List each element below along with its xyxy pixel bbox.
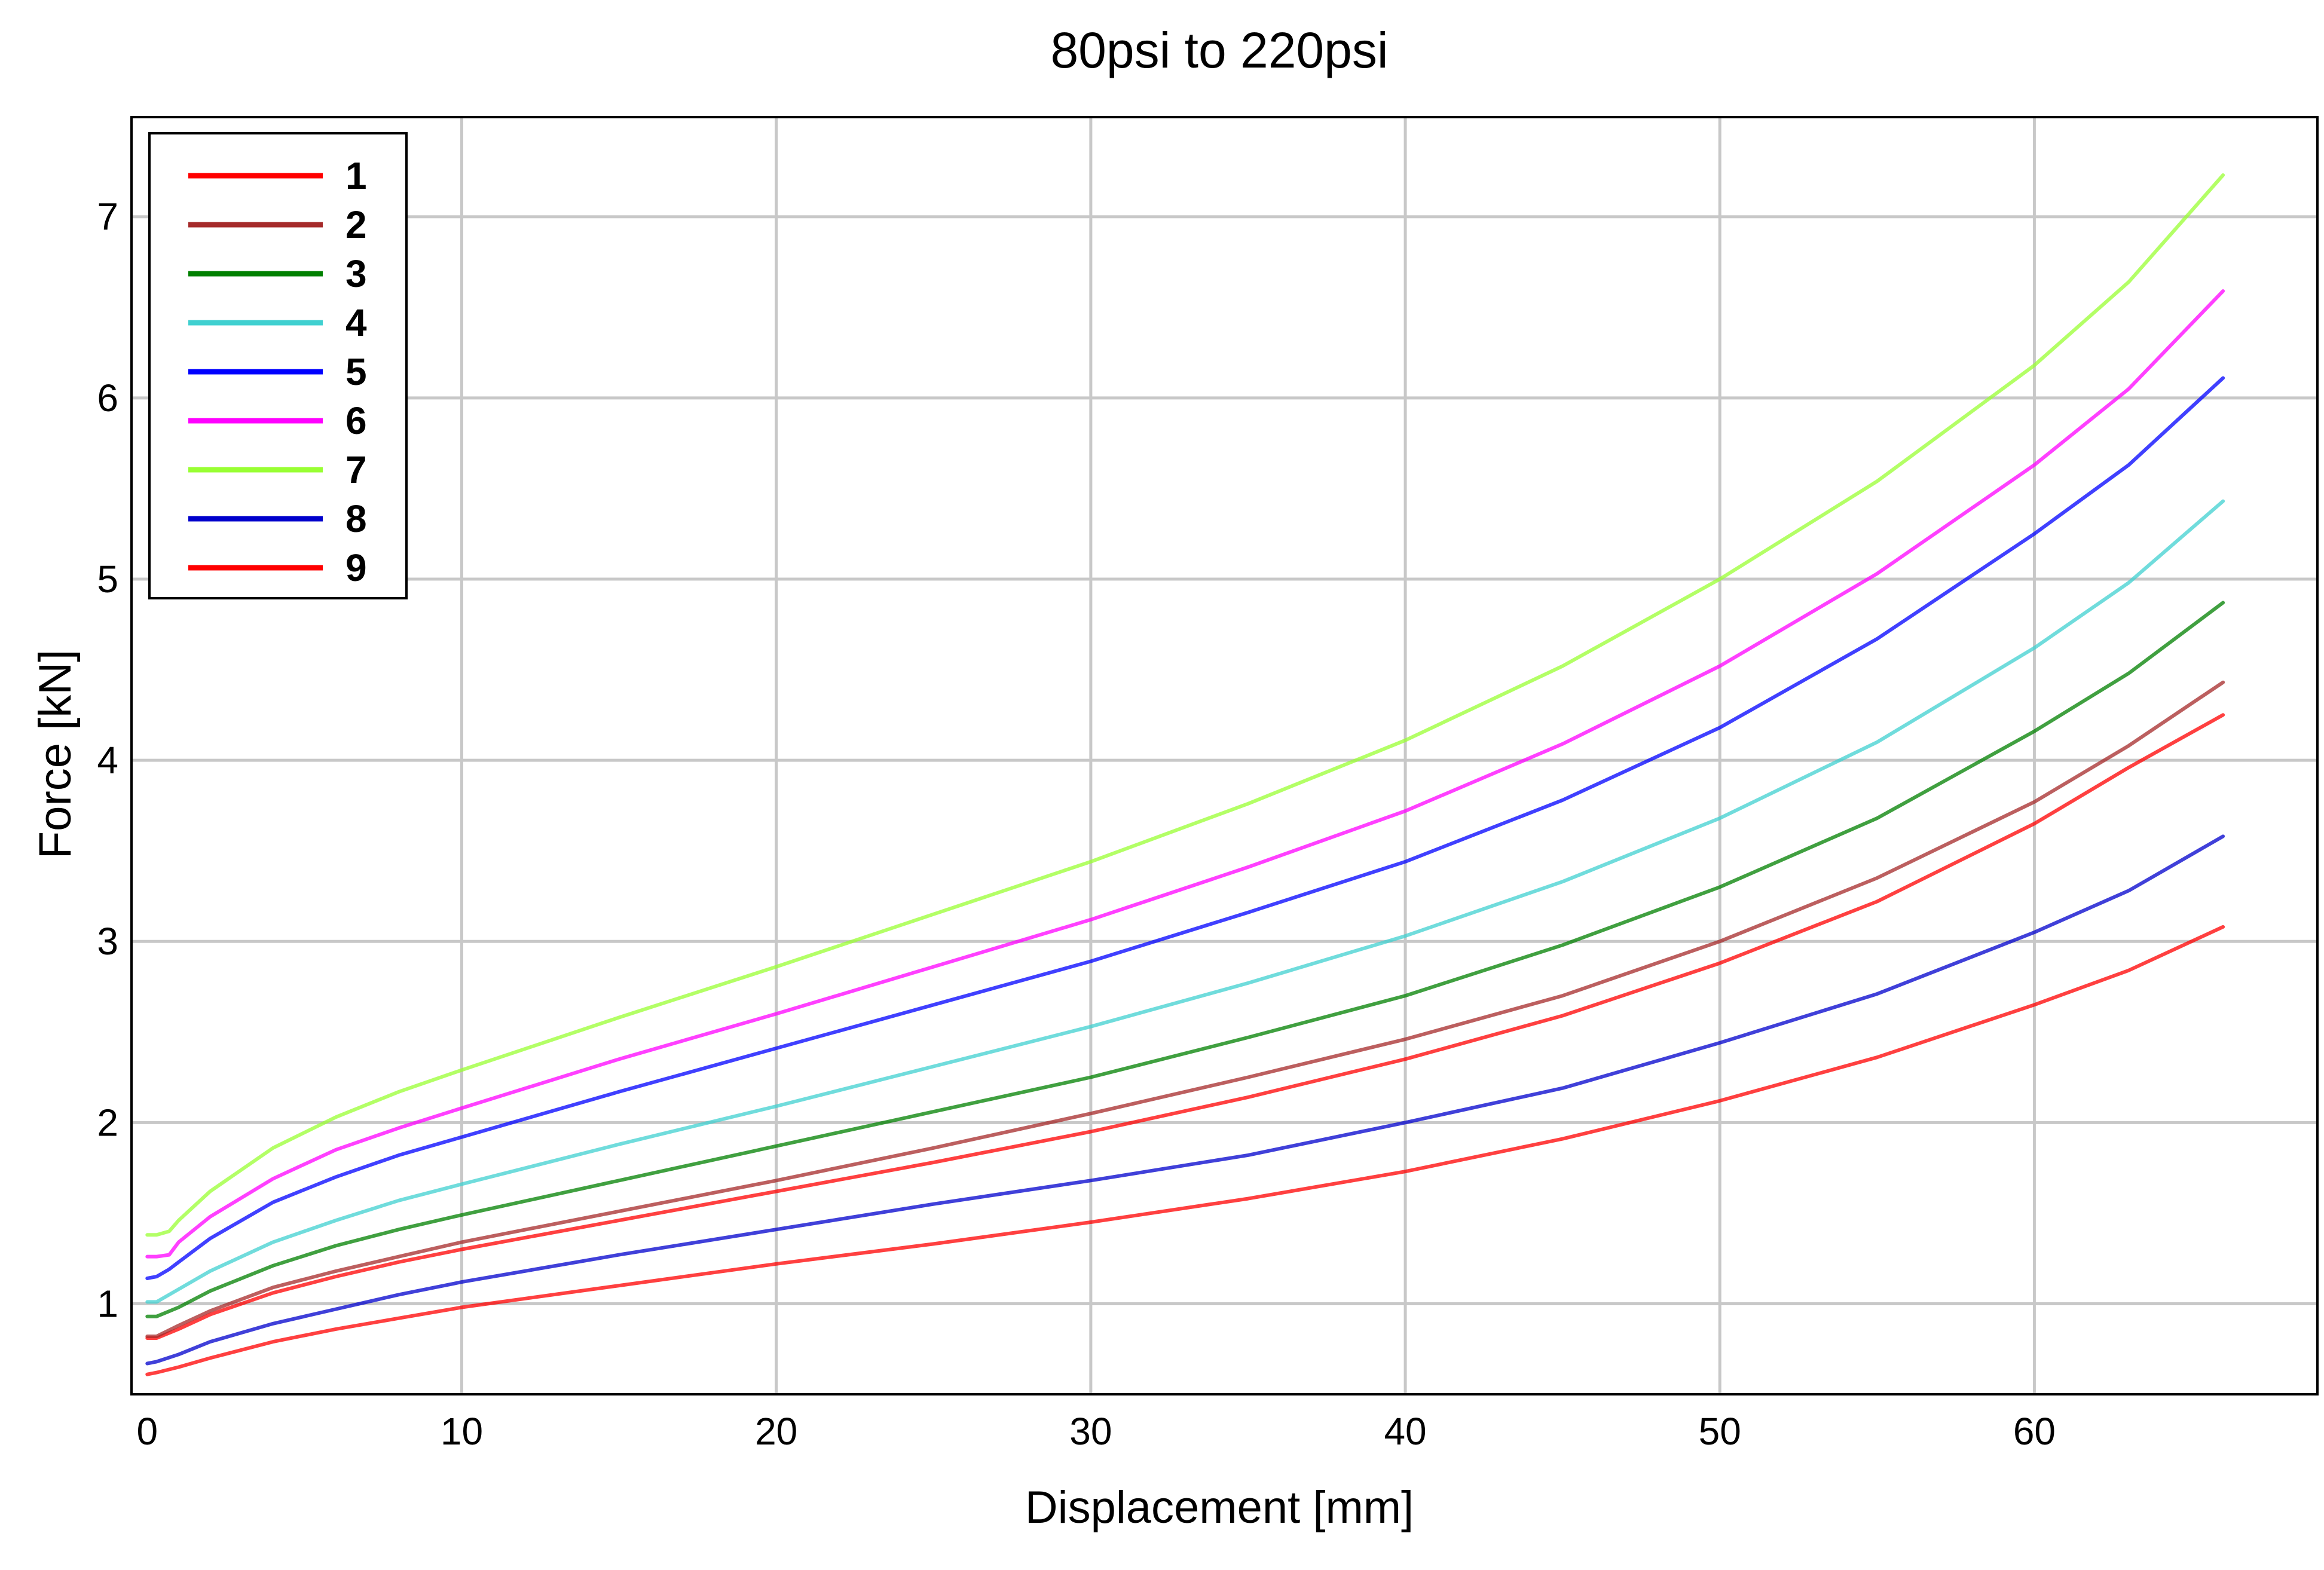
x-tick-label: 60: [2013, 1410, 2056, 1453]
series-line-5: [145, 376, 2225, 1280]
chart-title: 80psi to 220psi: [1050, 22, 1388, 78]
series-line-3: [145, 601, 2225, 1318]
legend-label-2: 2: [345, 203, 367, 246]
series-lines: [145, 173, 2225, 1376]
x-tick-label: 10: [441, 1410, 483, 1453]
y-tick-label: 1: [97, 1282, 118, 1325]
series-line-9: [145, 925, 2225, 1376]
legend: 1 2 3 4 5 6 7 8 9: [148, 132, 408, 599]
legend-label-5: 5: [345, 350, 367, 393]
x-tick-label: 40: [1384, 1410, 1426, 1453]
y-tick-label: 5: [97, 558, 118, 601]
legend-label-4: 4: [345, 301, 367, 344]
x-axis-label: Displacement [mm]: [1025, 1482, 1414, 1533]
tick-labels: 0 10 20 30 40 50 60 1 2 3 4 5 6 7: [97, 195, 2056, 1453]
y-tick-label: 6: [97, 377, 118, 420]
legend-label-3: 3: [345, 252, 367, 295]
y-tick-label: 4: [97, 739, 118, 782]
legend-box: [148, 132, 408, 599]
series-line-4: [145, 499, 2225, 1304]
legend-label-6: 6: [345, 399, 367, 442]
y-tick-label: 7: [97, 195, 118, 238]
legend-label-8: 8: [345, 497, 367, 540]
plot-frame: [130, 116, 2319, 1395]
x-tick-label: 20: [755, 1410, 797, 1453]
x-tick-label: 0: [137, 1410, 158, 1453]
x-tick-label: 50: [1699, 1410, 1741, 1453]
series-line-2: [145, 680, 2225, 1338]
x-tick-label: 30: [1069, 1410, 1112, 1453]
legend-label-9: 9: [345, 546, 367, 589]
series-line-7: [145, 173, 2225, 1237]
series-line-8: [145, 834, 2225, 1366]
grid-lines: [132, 117, 2317, 1394]
y-tick-label: 3: [97, 920, 118, 963]
series-line-1: [145, 713, 2225, 1340]
y-tick-label: 2: [97, 1101, 118, 1144]
series-line-6: [145, 289, 2225, 1259]
legend-label-1: 1: [345, 154, 367, 197]
legend-label-7: 7: [345, 448, 367, 491]
y-axis-label: Force [kN]: [30, 650, 81, 859]
